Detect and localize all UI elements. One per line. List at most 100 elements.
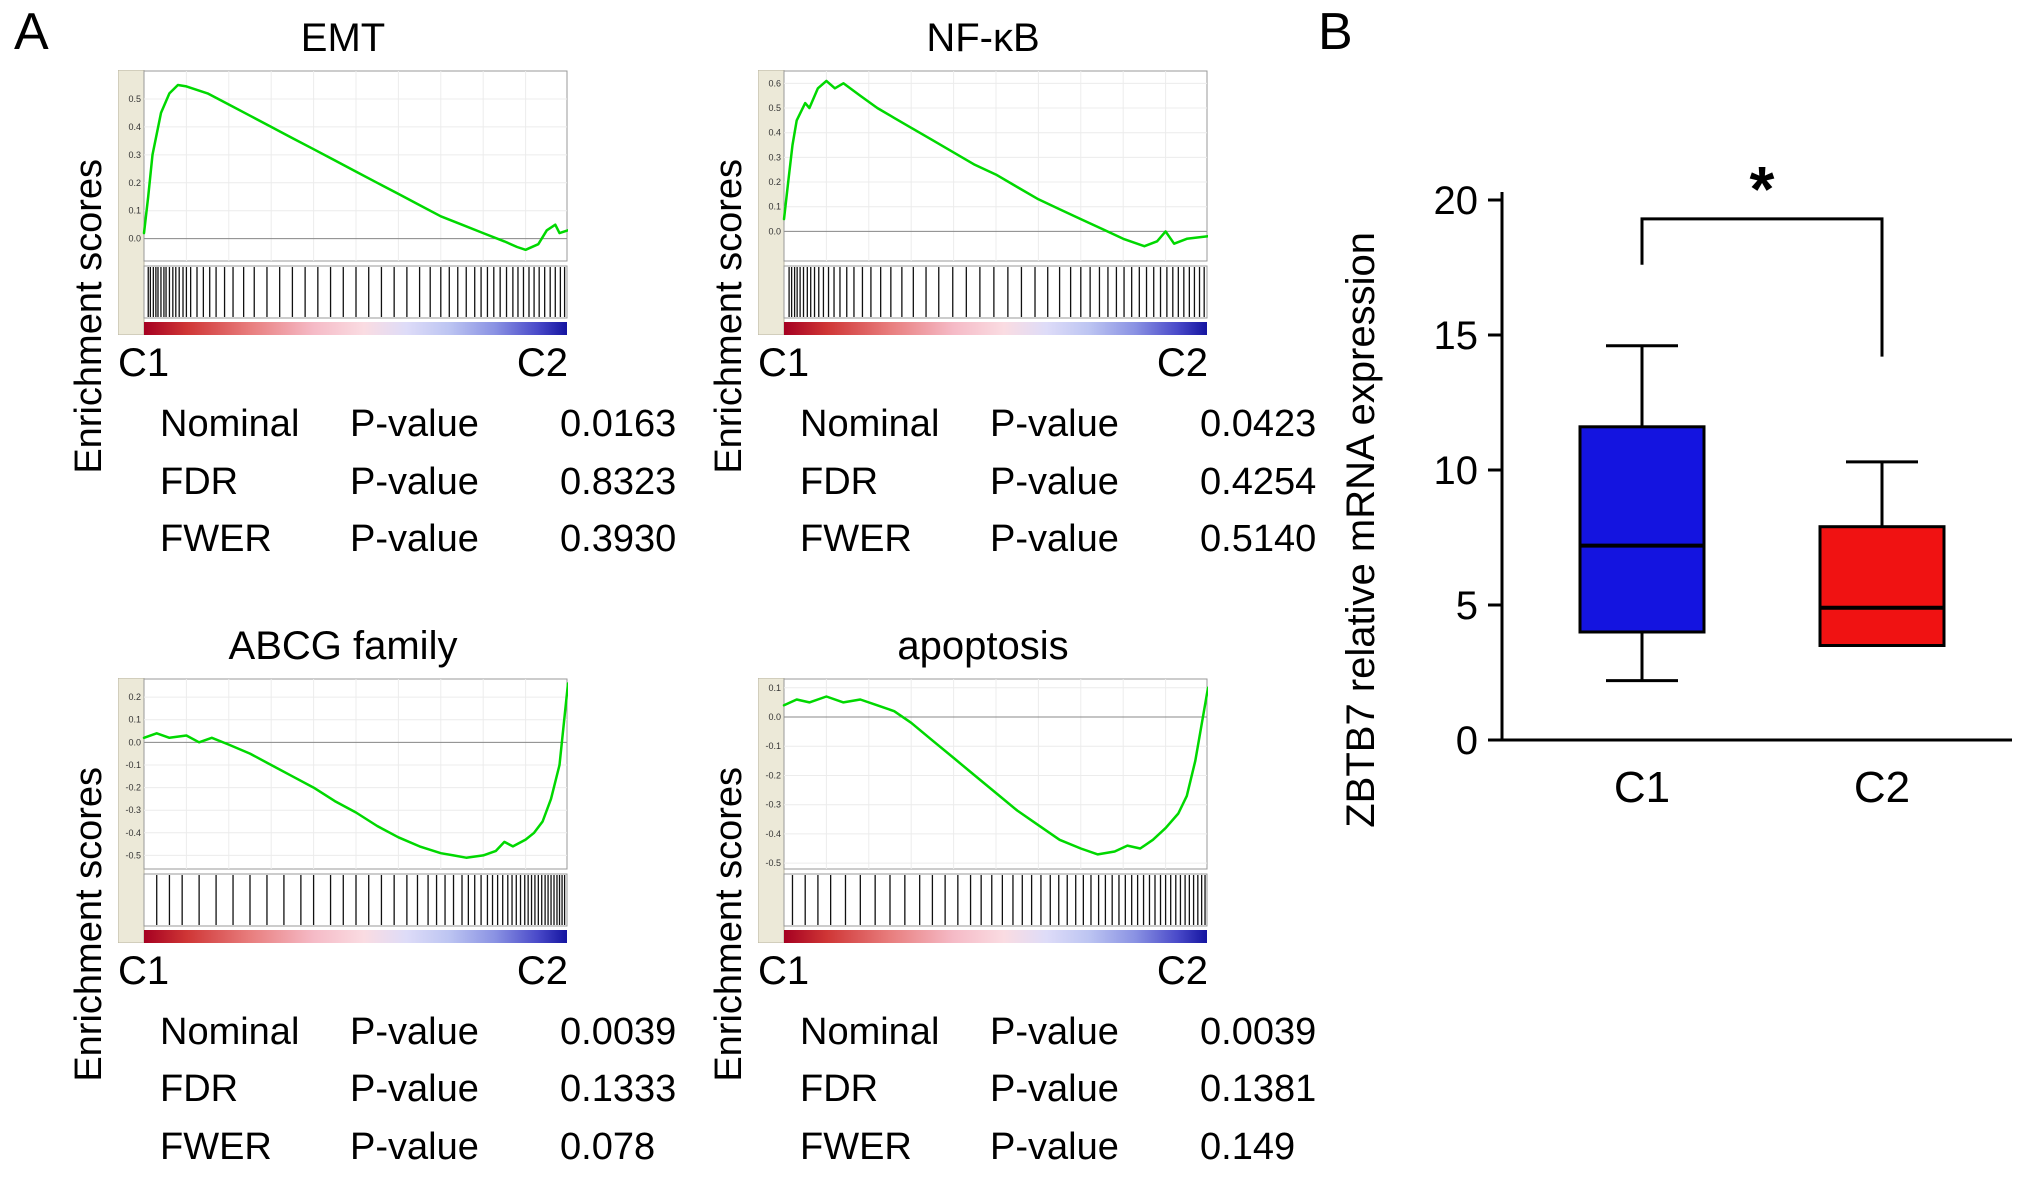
stat-metric: P-value: [350, 1068, 479, 1110]
group-label-c2: C2: [1156, 341, 1208, 385]
group-label-c1: C1: [758, 341, 810, 385]
stat-value: 0.078: [560, 1125, 656, 1168]
stat-metric: P-value: [350, 460, 479, 503]
stat-name: Nominal: [800, 403, 940, 445]
box-c1: [1578, 344, 1706, 683]
stat-metric: P-value: [990, 460, 1119, 503]
svg-text:5: 5: [1456, 584, 1478, 628]
svg-text:0.1: 0.1: [128, 714, 141, 724]
stat-metric: P-value: [350, 403, 479, 445]
y-axis-label: Enrichment scores: [67, 159, 110, 475]
stat-value: 0.3930: [560, 518, 677, 560]
gsea-title: NF-κB: [926, 16, 1040, 60]
stat-metric: P-value: [350, 518, 479, 560]
stat-metric: P-value: [350, 1125, 479, 1168]
svg-text:0.5: 0.5: [128, 94, 141, 104]
stat-value: 0.0039: [560, 1010, 677, 1053]
stat-metric: P-value: [990, 403, 1119, 445]
panel-b: ZBTB7 relative mRNA expression 0 5 10 15 20 C…: [1330, 140, 2031, 920]
rank-color-bar: [784, 929, 1207, 943]
hit-marks: [791, 874, 1206, 925]
svg-text:0.4: 0.4: [128, 122, 141, 132]
axis-strip: [758, 677, 785, 943]
svg-text:0.2: 0.2: [128, 692, 141, 702]
svg-text:15: 15: [1434, 314, 1479, 358]
svg-text:0.2: 0.2: [128, 178, 141, 188]
hit-area: [783, 265, 1208, 319]
stat-value: 0.0163: [560, 403, 677, 445]
gsea-plot-apoptosis: 0.1 0.0 -0.1 -0.2 -0.3 -0.4 -0.5: [758, 677, 1208, 943]
stat-value: 0.149: [1200, 1125, 1296, 1168]
stat-name: FDR: [800, 460, 879, 503]
stat-value: 0.0039: [1200, 1010, 1317, 1053]
category-label: C2: [1854, 763, 1910, 812]
svg-text:20: 20: [1434, 179, 1479, 223]
hit-marks: [156, 874, 566, 925]
box-c2: [1818, 460, 1946, 648]
panel-a-label: A: [14, 3, 49, 61]
significance-bracket: [1640, 217, 1884, 357]
stat-name: FDR: [160, 1068, 239, 1110]
category-label: C1: [1614, 763, 1670, 812]
stat-name: FWER: [160, 518, 272, 560]
group-label-c1: C1: [118, 341, 170, 385]
group-label-c2: C2: [516, 341, 568, 385]
svg-text:0.1: 0.1: [768, 682, 781, 692]
y-tick-labels: 0.2 0.1 0.0 -0.1 -0.2 -0.3 -0.4 -0.5: [125, 692, 141, 860]
svg-text:-0.4: -0.4: [125, 827, 141, 837]
svg-text:0.6: 0.6: [768, 78, 781, 88]
stat-name: FDR: [800, 1068, 879, 1110]
gsea-title: apoptosis: [897, 623, 1069, 668]
stat-name: Nominal: [160, 403, 300, 445]
gsea-title: ABCG family: [228, 623, 458, 668]
stats-table: Nominal P-value 0.0163 FDR P-value 0.832…: [160, 401, 676, 564]
stats-table: Nominal P-value 0.0423 FDR P-value 0.425…: [800, 401, 1316, 564]
significance-asterisk: *: [1750, 153, 1775, 225]
stat-name: FWER: [160, 1125, 272, 1168]
svg-text:-0.1: -0.1: [125, 759, 141, 769]
enrichment-curve: [782, 686, 1208, 856]
svg-text:0.0: 0.0: [768, 712, 781, 722]
stat-value: 0.8323: [560, 460, 677, 503]
y-ticks: 0 5 10 15 20: [1434, 179, 1502, 763]
stat-name: Nominal: [800, 1010, 940, 1053]
stat-value: 0.1381: [1200, 1068, 1317, 1110]
gsea-plot-emt: 0.5 0.4 0.3 0.2 0.1 0.0: [118, 70, 568, 335]
stat-name: FWER: [800, 1125, 912, 1168]
enrichment-curve: [142, 83, 568, 252]
svg-text:-0.1: -0.1: [765, 741, 781, 751]
axes: [1500, 192, 2012, 742]
gsea-plot-nfkb: 0.6 0.5 0.4 0.3 0.2 0.1 0.0: [758, 70, 1208, 335]
svg-text:-0.3: -0.3: [765, 799, 781, 809]
stat-name: FWER: [800, 518, 912, 560]
svg-text:0.5: 0.5: [768, 103, 781, 113]
stat-value: 0.0423: [1200, 403, 1317, 445]
svg-text:-0.4: -0.4: [765, 828, 781, 838]
group-label-c1: C1: [758, 948, 810, 993]
svg-text:-0.5: -0.5: [765, 858, 781, 868]
boxplot-zbtb7: 0 5 10 15 20 C1 C2 *: [1434, 153, 2012, 812]
stat-metric: P-value: [990, 518, 1119, 560]
gsea-title: EMT: [300, 16, 386, 60]
svg-text:-0.3: -0.3: [125, 805, 141, 815]
gridlines: [144, 678, 567, 869]
svg-text:0.1: 0.1: [128, 206, 141, 216]
group-label-c2: C2: [516, 948, 568, 993]
stat-metric: P-value: [990, 1125, 1119, 1168]
y-axis-label: Enrichment scores: [707, 159, 750, 475]
svg-text:-0.5: -0.5: [125, 850, 141, 860]
stat-metric: P-value: [990, 1068, 1119, 1110]
y-tick-labels: 0.6 0.5 0.4 0.3 0.2 0.1 0.0: [768, 78, 781, 236]
gsea-panel-emt: EMT Enrichment scores 0.5 0.4 0.3 0.2 0.1 0.0…: [60, 14, 700, 564]
svg-text:0.1: 0.1: [768, 202, 781, 212]
gsea-panel-nfkb: NF-κB Enrichment scores 0.6 0.5 0.4 0.3 0.2 0…: [700, 14, 1340, 564]
svg-text:0.2: 0.2: [768, 177, 781, 187]
stat-metric: P-value: [990, 1010, 1119, 1053]
group-label-c1: C1: [118, 948, 170, 993]
svg-text:0.4: 0.4: [768, 128, 781, 138]
stat-value: 0.1333: [560, 1068, 677, 1110]
stat-name: Nominal: [160, 1010, 300, 1053]
enrichment-curve: [782, 79, 1208, 248]
svg-text:0.3: 0.3: [128, 150, 141, 160]
